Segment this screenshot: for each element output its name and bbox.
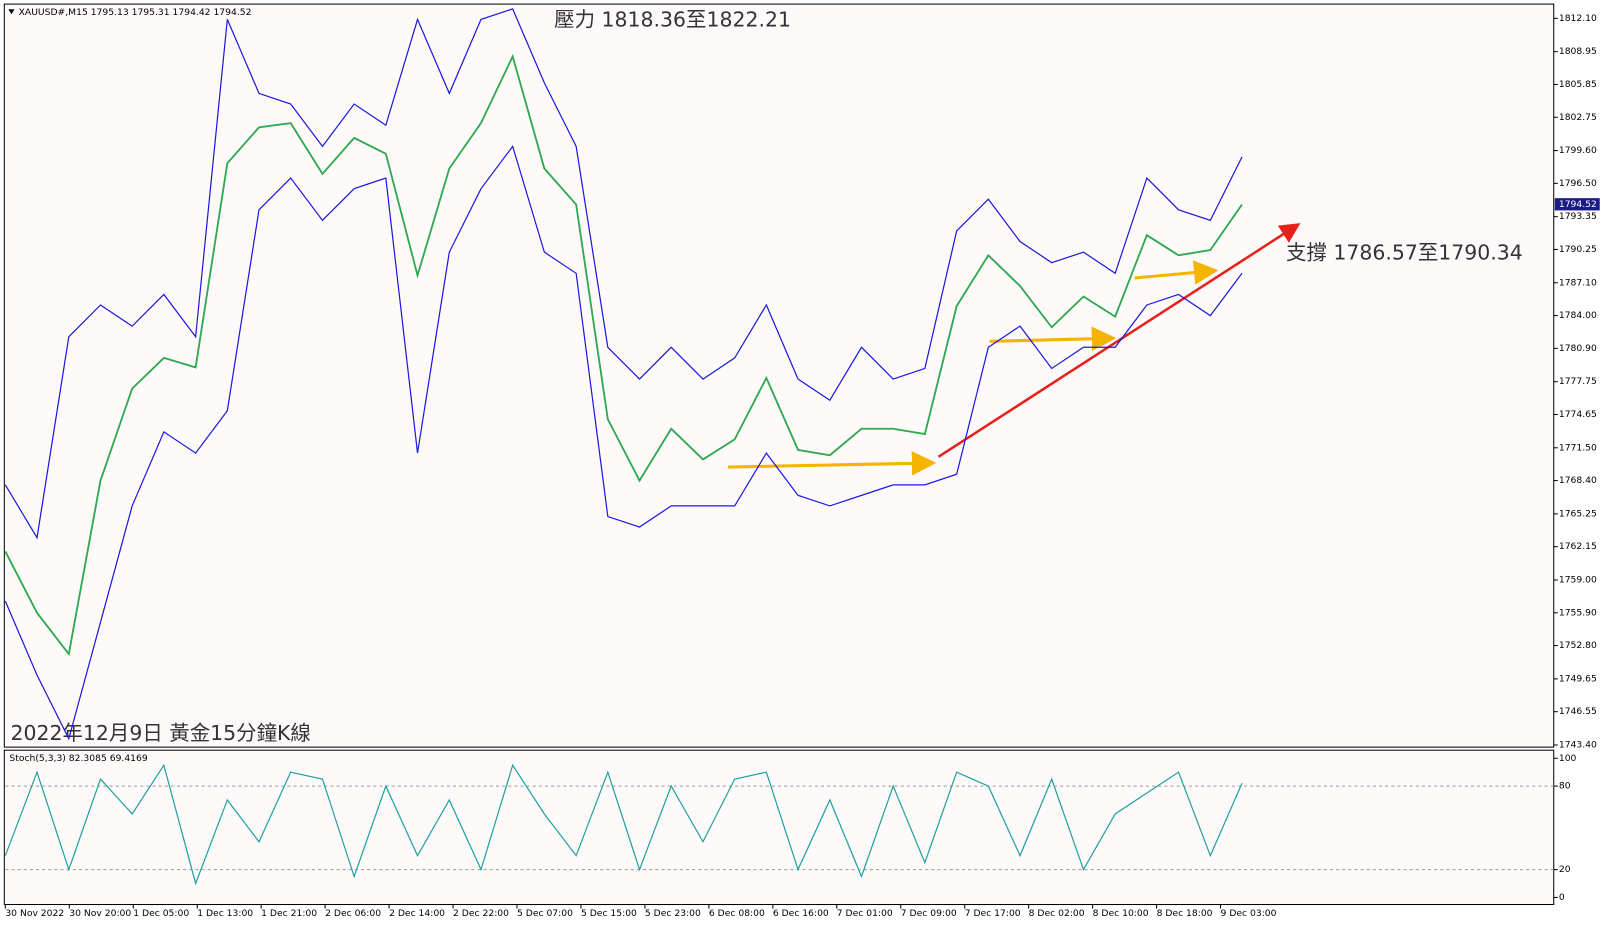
trend-arrow [937,223,1301,458]
series-line [4,145,1243,741]
x-tick-label: 8 Dec 18:00 [1157,908,1213,919]
y-tick-label: 1777.75 [1559,376,1597,387]
y-tick-label: 1790.25 [1559,244,1597,255]
y-tick-label: 1749.65 [1559,673,1597,684]
x-tick-label: 1 Dec 05:00 [133,908,189,919]
price-panel [3,3,1555,748]
y-tick-label: 80 [1559,781,1571,792]
y-tick-label: 1759.00 [1559,575,1597,586]
y-tick-label: 1780.90 [1559,343,1597,354]
support-note: 支撐 1786.57至1790.34 [1286,240,1523,264]
price-tag-label: 1794.52 [1559,199,1597,210]
y-tick-label: 1812.10 [1559,13,1597,24]
stoch-header: Stoch(5,3,3) 82.3085 69.4169 [9,753,147,764]
series-line [4,53,1243,657]
y-tick-label: 1799.60 [1559,145,1597,156]
price-tag [1554,198,1600,211]
x-tick-label: 2 Dec 14:00 [389,908,445,919]
x-tick-label: 9 Dec 03:00 [1221,908,1277,919]
x-tick-label: 5 Dec 15:00 [581,908,637,919]
x-tick-label: 5 Dec 07:00 [517,908,573,919]
price-header: XAUUSD#,M15 1795.13 1795.31 1794.42 1794… [19,7,252,18]
x-tick-label: 1 Dec 13:00 [197,908,253,919]
y-tick-label: 20 [1559,864,1571,875]
level-arrow [727,451,937,476]
x-tick-label: 5 Dec 23:00 [645,908,701,919]
y-tick-label: 1755.90 [1559,607,1597,618]
y-tick-label: 1796.50 [1559,178,1597,189]
x-tick-label: 1 Dec 21:00 [261,908,317,919]
stoch-panel [3,749,1555,906]
y-tick-label: 1774.65 [1559,409,1597,420]
y-tick-label: 1746.55 [1559,706,1597,717]
x-tick-label: 2 Dec 06:00 [325,908,381,919]
y-tick-label: 1784.00 [1559,310,1597,321]
y-tick-label: 1802.75 [1559,112,1597,123]
y-tick-label: 1805.85 [1559,79,1597,90]
y-tick-label: 1752.80 [1559,640,1597,651]
y-tick-label: 1787.10 [1559,277,1597,288]
chart-caption: 2022年12月9日 黃金15分鐘K線 [10,721,310,745]
x-tick-label: 30 Nov 2022 [5,908,64,919]
menu-icon[interactable] [8,9,15,15]
x-tick-label: 7 Dec 17:00 [965,908,1021,919]
y-tick-label: 1808.95 [1559,46,1597,57]
y-tick-label: 0 [1559,892,1565,903]
y-tick-label: 1771.50 [1559,442,1597,453]
x-tick-label: 2 Dec 22:00 [453,908,509,919]
x-tick-label: 8 Dec 02:00 [1029,908,1085,919]
y-tick-label: 1765.25 [1559,508,1597,519]
x-tick-label: 7 Dec 09:00 [901,908,957,919]
y-tick-label: 1762.15 [1559,541,1597,552]
series-line [4,763,1243,886]
x-tick-label: 7 Dec 01:00 [837,908,893,919]
y-tick-label: 1743.40 [1559,740,1597,751]
x-tick-label: 30 Nov 20:00 [69,908,131,919]
resistance-note: 壓力 1818.36至1822.21 [554,7,791,31]
series-line [4,8,1243,540]
level-arrow [1134,260,1219,285]
level-arrow [989,326,1117,352]
x-tick-label: 8 Dec 10:00 [1093,908,1149,919]
y-tick-label: 1768.40 [1559,475,1597,486]
x-tick-label: 6 Dec 08:00 [709,908,765,919]
y-tick-label: 100 [1559,753,1577,764]
y-tick-label: 1793.35 [1559,211,1597,222]
x-tick-label: 6 Dec 16:00 [773,908,829,919]
